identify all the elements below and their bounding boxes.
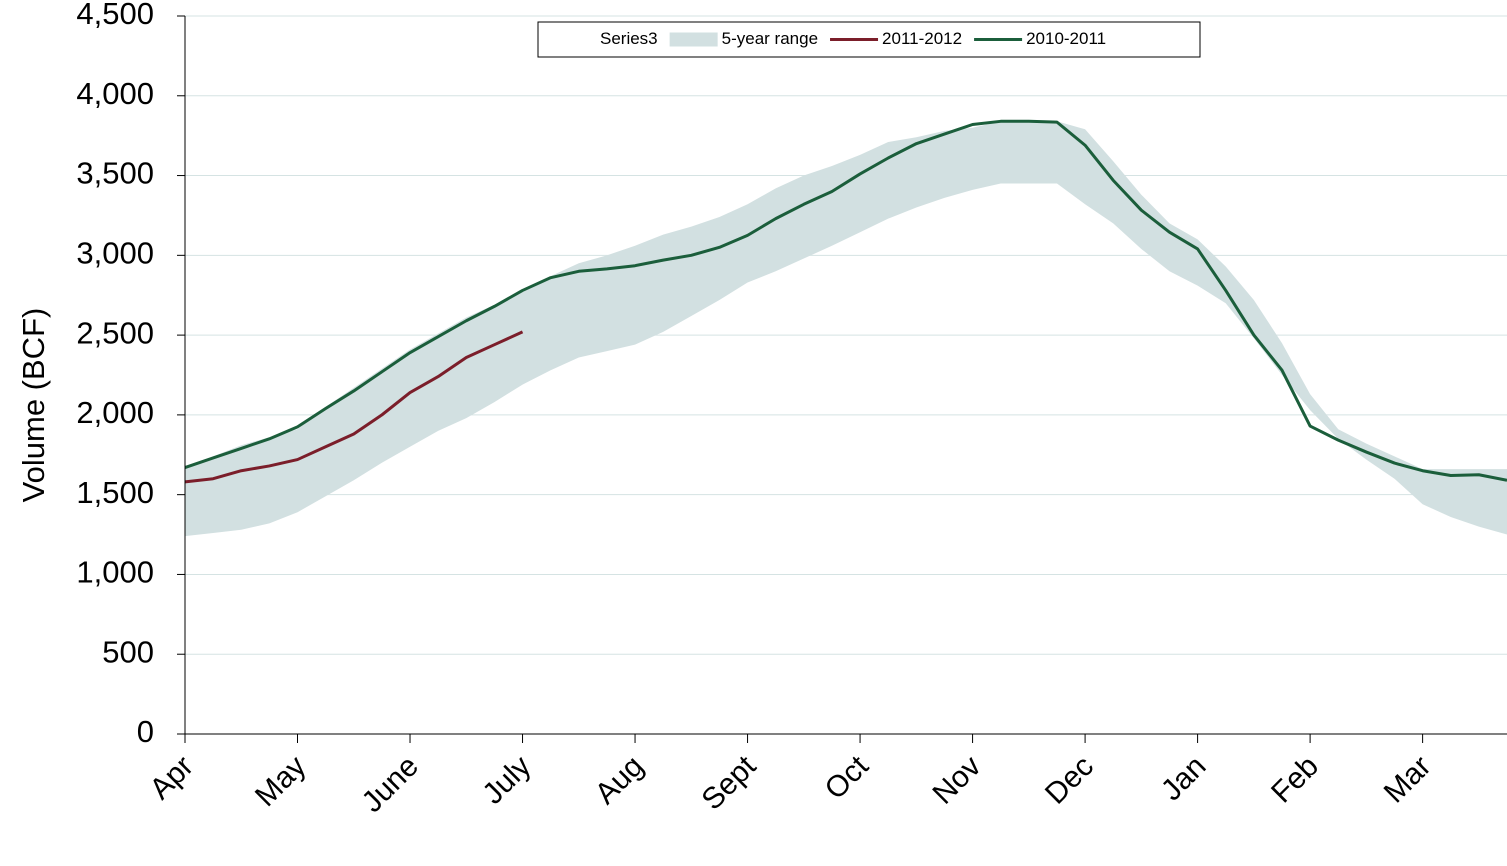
x-tick-label: July xyxy=(476,750,537,811)
line xyxy=(184,330,524,484)
legend-swatch xyxy=(669,32,718,47)
areas xyxy=(185,121,1507,537)
x-tick-label: Feb xyxy=(1265,750,1325,810)
line xyxy=(184,119,1507,482)
y-tick-label: 1,500 xyxy=(76,475,154,510)
x-tick-label: May xyxy=(249,750,312,813)
x-tick-label: Mar xyxy=(1378,750,1438,810)
x-tick-label: Apr xyxy=(144,750,200,806)
x-tick-label: Sept xyxy=(696,749,763,816)
y-tick-label: 3,000 xyxy=(76,236,154,271)
y-tick-label: 1,000 xyxy=(76,555,154,590)
x-tick-label: Aug xyxy=(589,750,650,811)
y-tick-label: 3,500 xyxy=(76,156,154,191)
legend-label: Series3 xyxy=(600,29,658,48)
x-tick-label: Oct xyxy=(819,749,876,806)
y-tick-label: 0 xyxy=(137,714,154,749)
y-axis-label: Volume (BCF) xyxy=(16,308,51,503)
legend-label: 5-year range xyxy=(722,29,818,48)
y-tick-label: 2,000 xyxy=(76,395,154,430)
legend: Series3 5-year range 2011-2012 2010-2011 xyxy=(537,21,1201,58)
y-tick-label: 4,500 xyxy=(76,0,154,31)
y-tick-label: 4,000 xyxy=(76,76,154,111)
x-tick-label: Jan xyxy=(1155,750,1213,808)
legend-label: 2011-2012 xyxy=(882,29,962,48)
x-tick-label: Nov xyxy=(926,750,987,811)
legend-label: 2010-2011 xyxy=(1026,29,1106,48)
x-tick-label: Dec xyxy=(1039,750,1100,811)
x-tick-label: June xyxy=(356,750,425,819)
y-tick-label: 500 xyxy=(102,634,154,669)
y-tick-label: 2,500 xyxy=(76,315,154,350)
